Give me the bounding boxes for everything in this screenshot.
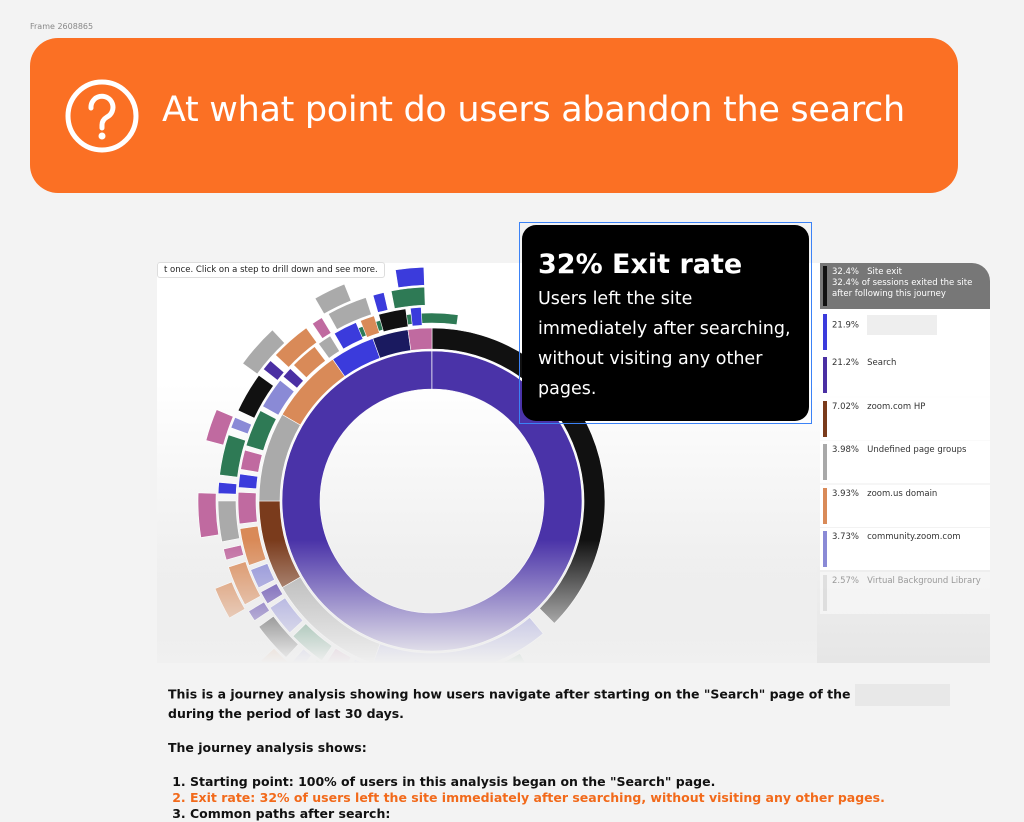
ring-segment (217, 482, 238, 495)
ring-segment (410, 306, 423, 327)
legend-percent: 3.93% (832, 488, 860, 499)
legend-item: 3.98% Undefined page groups (820, 441, 990, 483)
ring-segment (219, 434, 246, 478)
legend-item: 21.9% (820, 310, 990, 353)
legend-label: zoom.us domain (867, 488, 938, 499)
redacted (854, 684, 950, 706)
legend-item: 2.57% Virtual Background Library (820, 571, 990, 614)
legend-percent: 3.98% (832, 445, 860, 455)
ring-segment (217, 500, 240, 543)
ring-segment (262, 379, 295, 416)
ring-segment (395, 266, 425, 289)
ring-segment (237, 374, 274, 419)
chart-hint: t once. Click on a step to drill down an… (157, 262, 385, 278)
legend-item: 3.93% zoom.us domain (820, 484, 990, 527)
heading: The journey analysis shows: (168, 740, 367, 755)
callout-body: Users left the site immediately after se… (538, 289, 791, 399)
fade (157, 540, 817, 663)
legend-swatch (823, 313, 827, 350)
legend-percent: 21.9% (832, 320, 860, 330)
ring-segment (378, 308, 409, 333)
callout: 32% Exit rate Users left the site immedi… (519, 222, 812, 424)
question-icon (65, 79, 139, 153)
legend-item: 7.02% zoom.com HP (820, 397, 990, 440)
list-item: Common paths after search: (190, 806, 968, 822)
intro-end: during the period of last 30 days. (168, 706, 404, 721)
legend-item: 21.2% Search (820, 354, 990, 396)
title: At what point do users abandon the searc… (162, 90, 905, 130)
legend-swatch (823, 266, 827, 306)
ring-segment (327, 297, 372, 330)
legend-percent: 3.73% (832, 532, 860, 542)
ring-segment (314, 283, 352, 315)
legend-label: Search (867, 358, 897, 368)
list-item: Starting point: 100% of users in this an… (190, 774, 968, 790)
legend-swatch (823, 531, 827, 567)
legend-percent: 7.02% (832, 401, 860, 412)
intro: This is a journey analysis showing how u… (168, 686, 851, 702)
legend-label: Site exit (867, 267, 902, 277)
legend-percent: 32.4% (832, 267, 860, 277)
ring-segment (242, 329, 286, 375)
ring-segment (333, 322, 364, 350)
ring-segment (238, 473, 259, 490)
ring-segment (197, 492, 220, 538)
header-banner: At what point do users abandon the searc… (30, 38, 958, 193)
callout-title: 32% Exit rate (538, 249, 743, 280)
legend-swatch (823, 574, 827, 611)
ring-segment (275, 327, 318, 368)
description: This is a journey analysis showing how u… (168, 684, 968, 822)
redacted (867, 314, 938, 335)
ring-segment (311, 317, 332, 339)
legend: 32.4% Site exit 32.4% of sessions exited … (820, 263, 990, 615)
ring-segment (359, 315, 380, 338)
frame-label: Frame 2608865 (30, 22, 94, 31)
ring-segment (230, 416, 252, 435)
legend-percent: 2.57% (832, 575, 860, 586)
ring-segment (262, 360, 285, 381)
ring-segment (407, 327, 433, 351)
ring-segment (205, 409, 234, 446)
list: Starting point: 100% of users in this an… (168, 774, 968, 822)
list-item: Exit rate: 32% of users left the site im… (190, 790, 968, 806)
legend-swatch (823, 400, 827, 437)
ring-segment (372, 292, 389, 313)
legend-swatch (823, 444, 827, 480)
ring-segment (390, 286, 426, 309)
legend-label: Undefined page groups (867, 445, 967, 455)
legend-percent: 21.2% (832, 358, 860, 368)
legend-item: 32.4% Site exit 32.4% of sessions exited … (820, 263, 990, 309)
legend-swatch (823, 357, 827, 393)
legend-swatch (823, 487, 827, 524)
ring-segment (245, 410, 277, 452)
ring-segment (318, 335, 341, 359)
legend-item: 3.73% community.zoom.com (820, 528, 990, 570)
legend-label: zoom.com HP (867, 401, 926, 412)
ring-segment (282, 368, 304, 389)
ring-segment (237, 491, 258, 525)
ring-segment (293, 346, 326, 379)
legend-label: Virtual Background Library (867, 575, 981, 586)
legend-label: community.zoom.com (867, 532, 961, 542)
legend-detail: 32.4% of sessions exited the site after … (832, 278, 973, 299)
ring-segment (240, 449, 263, 473)
